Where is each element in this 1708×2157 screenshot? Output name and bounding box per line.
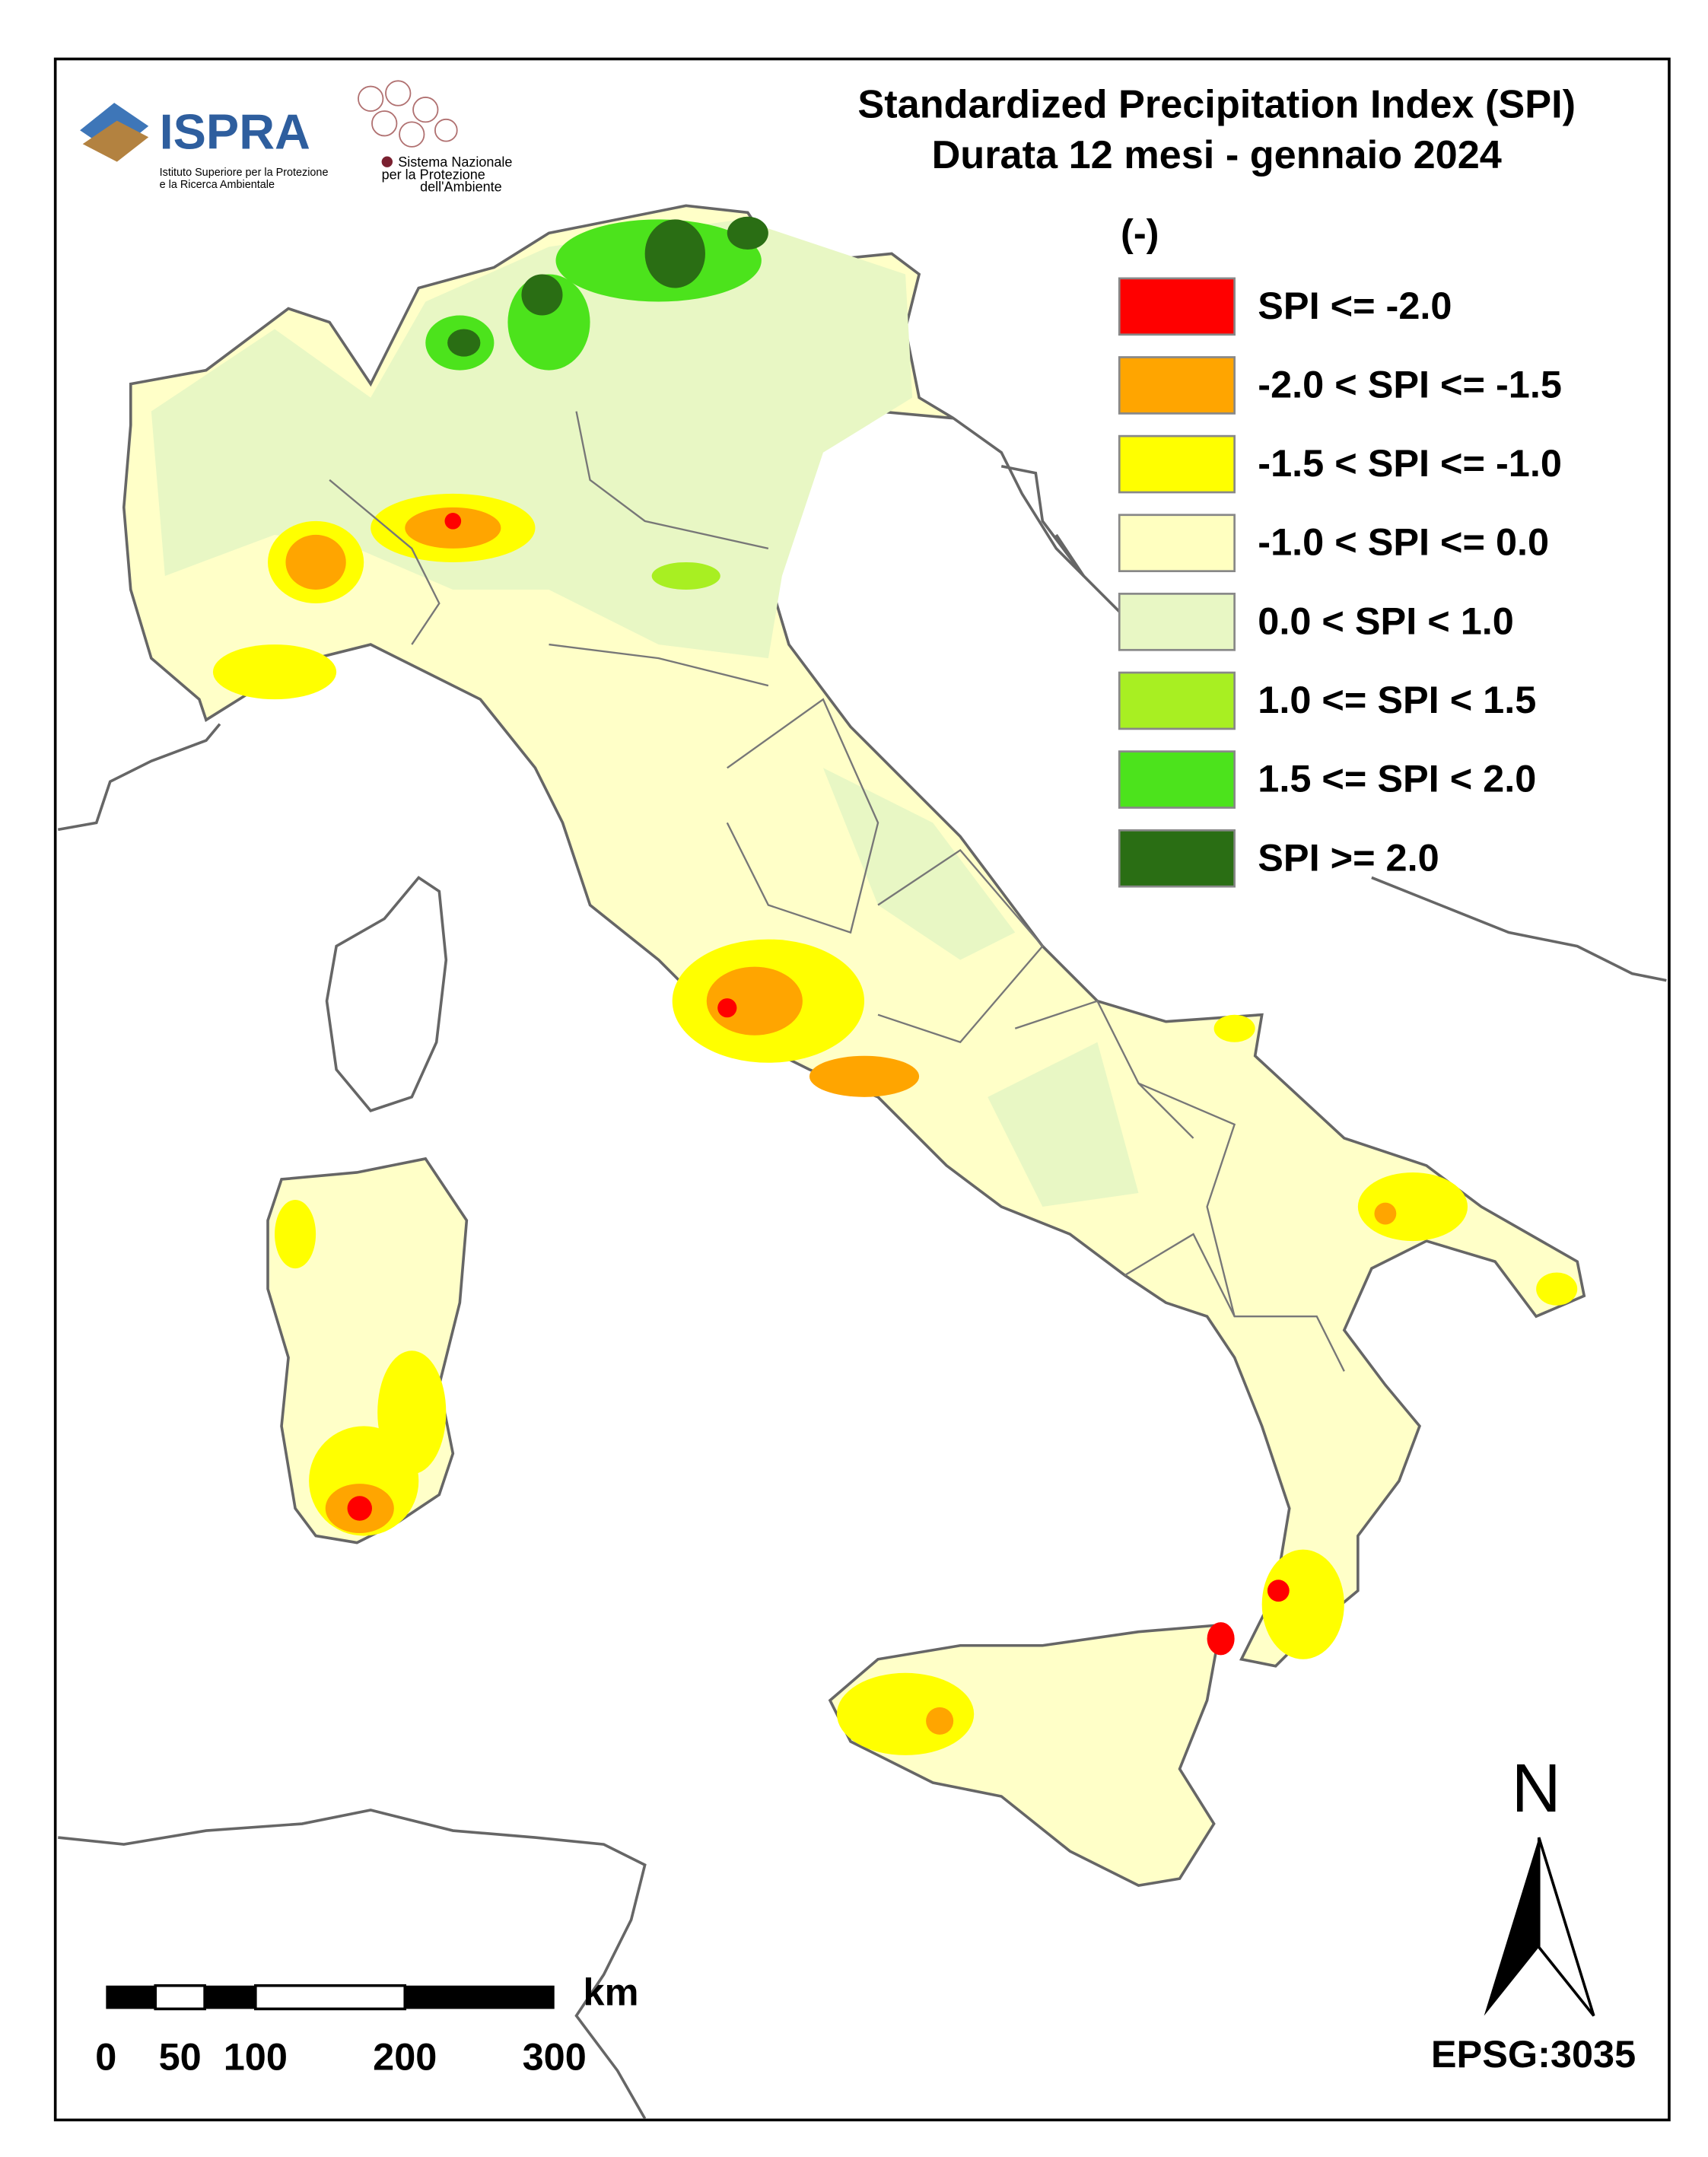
scale-bar: km 0 50 100 200 300 xyxy=(95,1971,638,2079)
legend-label: SPI <= -2.0 xyxy=(1258,284,1452,327)
legend-swatch xyxy=(1118,514,1236,573)
legend-swatch xyxy=(1118,750,1236,809)
legend-label: -1.0 < SPI <= 0.0 xyxy=(1258,520,1549,564)
legend-label: 1.5 <= SPI < 2.0 xyxy=(1258,757,1536,800)
scale-label: 200 xyxy=(373,2035,437,2078)
north-arrow: N xyxy=(1484,1750,1595,2017)
legend-swatch xyxy=(1118,356,1236,415)
logo-subtext: dell'Ambiente xyxy=(420,180,502,195)
legend-swatch xyxy=(1118,671,1236,730)
scale-label: 0 xyxy=(95,2035,116,2078)
italy xyxy=(122,204,1586,1888)
logo-subtext: Sistema Nazionale xyxy=(398,154,512,170)
ispra-logo: ISPRA Istituto Superiore per la Protezio… xyxy=(80,103,328,191)
projection: EPSG:3035 xyxy=(1431,2032,1636,2076)
logo-subtext: e la Ricerca Ambientale xyxy=(160,179,275,191)
north-label: N xyxy=(1512,1750,1561,1827)
logo-subtext: per la Protezione xyxy=(382,167,485,182)
subtitle: Durata 12 mesi - gennaio 2024 xyxy=(932,133,1502,177)
legend-label: 1.0 <= SPI < 1.5 xyxy=(1258,678,1536,721)
scale-label: 100 xyxy=(224,2035,288,2078)
title: Standardized Precipitation Index (SPI) xyxy=(857,82,1576,126)
legend-label: -1.5 < SPI <= -1.0 xyxy=(1258,441,1562,485)
scale-label: 50 xyxy=(159,2035,202,2078)
logo-text: ISPRA xyxy=(160,104,310,160)
legend-title: (-) xyxy=(1121,211,1159,254)
legend-swatch xyxy=(1118,434,1236,494)
legend-label: -2.0 < SPI <= -1.5 xyxy=(1258,362,1562,406)
legend: SPI <= -2.0 -2.0 < SPI <= -1.5 -1.5 < SPI … xyxy=(1118,277,1562,888)
legend-swatch xyxy=(1118,829,1236,888)
logo-subtext: Istituto Superiore per la Protezione xyxy=(160,167,329,179)
scale-label: 300 xyxy=(523,2035,587,2078)
snpa-logo: Sistema Nazionale per la Protezione dell… xyxy=(358,80,512,195)
legend-label: SPI >= 2.0 xyxy=(1258,835,1439,879)
legend-swatch xyxy=(1118,277,1236,336)
legend-swatch xyxy=(1118,593,1236,651)
legend-label: 0.0 < SPI < 1.0 xyxy=(1258,599,1514,642)
scale-unit: km xyxy=(584,1971,639,2014)
